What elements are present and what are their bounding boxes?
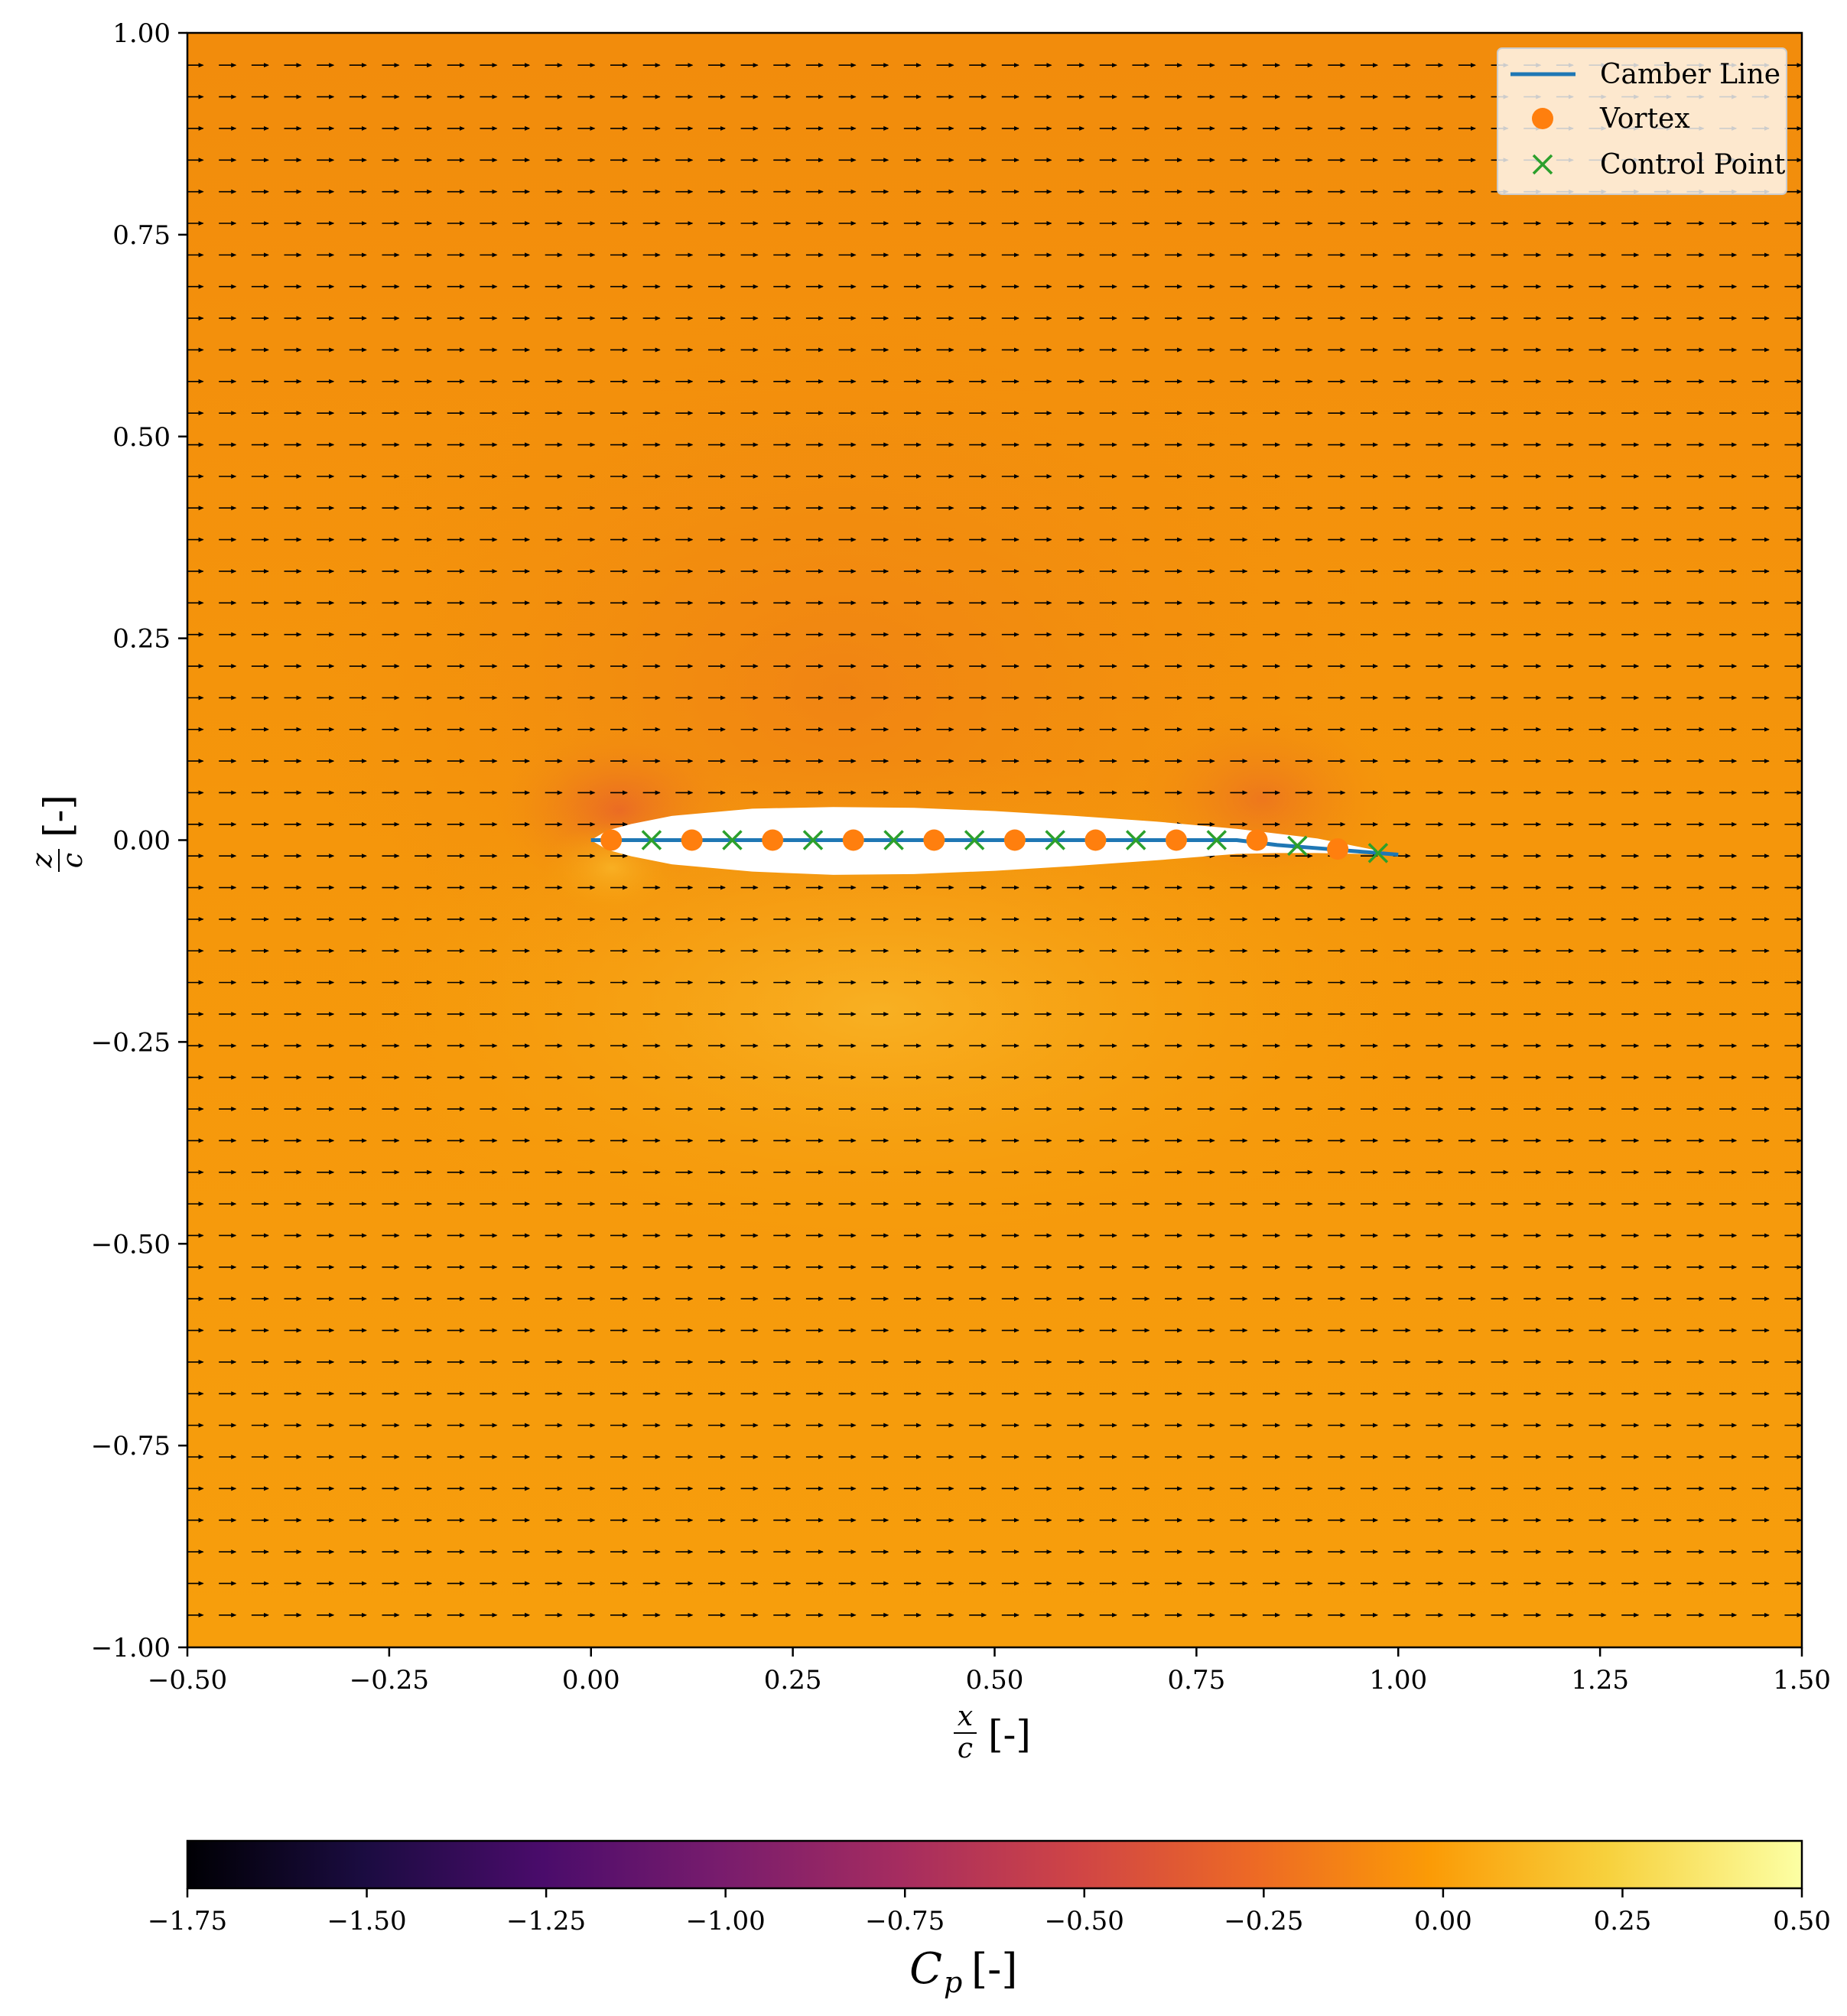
- control-point: [1206, 830, 1227, 850]
- y-tick-label: −0.50: [91, 1229, 171, 1260]
- control-point: [1125, 830, 1146, 850]
- vortex-point: [1165, 829, 1187, 851]
- vortex-point: [1327, 838, 1349, 860]
- y-tick-label: −1.00: [91, 1633, 171, 1663]
- colorbar-ticks: −1.75 −1.50 −1.25 −1.00 −0.75 −0.50 −0.25 0.00 0…: [148, 1888, 1831, 1936]
- vortex-point: [600, 829, 623, 851]
- y-tick-label: −0.75: [91, 1431, 171, 1462]
- colorbar-label-sub: p: [944, 1966, 962, 1999]
- vortex-markers: [600, 829, 1349, 860]
- vortex-point: [1003, 829, 1026, 851]
- x-label-numerator: x: [958, 1701, 973, 1732]
- y-tick-label: 0.25: [112, 624, 171, 655]
- x-tick-label: −0.25: [350, 1665, 429, 1696]
- colorbar-tick-label: −0.25: [1224, 1906, 1303, 1936]
- x-tick-label: 0.25: [764, 1665, 822, 1696]
- colorbar-tick-label: −1.00: [686, 1906, 766, 1936]
- legend-vortex-label: Vortex: [1599, 103, 1690, 135]
- y-axis-label: z c [-]: [27, 795, 89, 872]
- y-label-denominator: c: [57, 853, 89, 868]
- colorbar: −1.75 −1.50 −1.25 −1.00 −0.75 −0.50 −0.25 0.00 0…: [148, 1839, 1831, 1999]
- x-label-unit: [-]: [988, 1712, 1031, 1757]
- colorbar-tick-label: 0.25: [1594, 1906, 1652, 1936]
- vortex-point: [842, 829, 864, 851]
- colorbar-label-unit: [-]: [971, 1945, 1017, 1993]
- vortex-point: [762, 829, 784, 851]
- control-point: [641, 830, 662, 850]
- quiver-field: [187, 63, 1802, 1618]
- x-tick-label: 1.00: [1369, 1665, 1427, 1696]
- y-tick-label: −0.25: [91, 1027, 171, 1058]
- x-tick-label: 0.00: [562, 1665, 620, 1696]
- colorbar-tick-label: 0.00: [1414, 1906, 1472, 1936]
- x-tick-label: 1.50: [1773, 1665, 1831, 1696]
- colorbar-tick-label: −1.50: [327, 1906, 406, 1936]
- x-axis-label: x c [-]: [954, 1701, 1031, 1764]
- colorbar-tick-label: −0.75: [865, 1906, 945, 1936]
- x-tick-label: 0.75: [1168, 1665, 1226, 1696]
- x-tick-label: −0.50: [148, 1665, 227, 1696]
- vortex-point: [1246, 829, 1268, 851]
- colorbar-label: C p [-]: [909, 1944, 1017, 1999]
- legend: Camber Line Vortex Control Point: [1497, 47, 1787, 195]
- x-tick-label: 0.50: [966, 1665, 1024, 1696]
- vortex-point: [681, 829, 703, 851]
- legend-box: [1497, 47, 1787, 195]
- y-tick-label: 0.75: [112, 220, 171, 251]
- legend-control-swatch: [1532, 154, 1553, 175]
- y-tick-label: 1.00: [112, 18, 171, 49]
- legend-camber-label: Camber Line: [1600, 59, 1780, 90]
- y-tick-label: 0.00: [112, 826, 171, 857]
- control-point: [1045, 830, 1065, 850]
- x-tick-label: 1.25: [1571, 1665, 1629, 1696]
- plot-area: [187, 33, 1802, 1647]
- colorbar-tick-label: −0.50: [1045, 1906, 1124, 1936]
- x-label-denominator: c: [958, 1733, 973, 1764]
- vortex-point: [923, 829, 945, 851]
- legend-vortex-swatch: [1532, 108, 1553, 129]
- colorbar-tick-label: −1.25: [506, 1906, 586, 1936]
- colorbar-tick-label: 0.50: [1773, 1906, 1831, 1936]
- control-point: [802, 830, 824, 850]
- y-axis-ticks: 1.00 0.75 0.50 0.25 0.00 −0.25 −0.50 −0.75 −1.00: [91, 18, 187, 1663]
- colorbar-tick-label: −1.75: [148, 1906, 227, 1936]
- control-point: [964, 830, 985, 850]
- y-label-numerator: z: [27, 852, 58, 868]
- control-point: [883, 830, 904, 850]
- control-point: [722, 830, 743, 850]
- control-point: [1287, 835, 1308, 857]
- control-point: [1367, 843, 1389, 863]
- x-axis-ticks: −0.50 −0.25 0.00 0.25 0.50 0.75 1.00 1.25 1.50: [148, 1647, 1831, 1696]
- legend-control-label: Control Point: [1600, 149, 1786, 180]
- vortex-point: [1084, 829, 1107, 851]
- y-label-unit: [-]: [36, 795, 80, 837]
- y-tick-label: 0.50: [112, 422, 171, 453]
- colorbar-label-main: C: [909, 1944, 942, 1994]
- control-point-markers: [641, 830, 1389, 863]
- colorbar-gradient: [186, 1839, 1803, 1890]
